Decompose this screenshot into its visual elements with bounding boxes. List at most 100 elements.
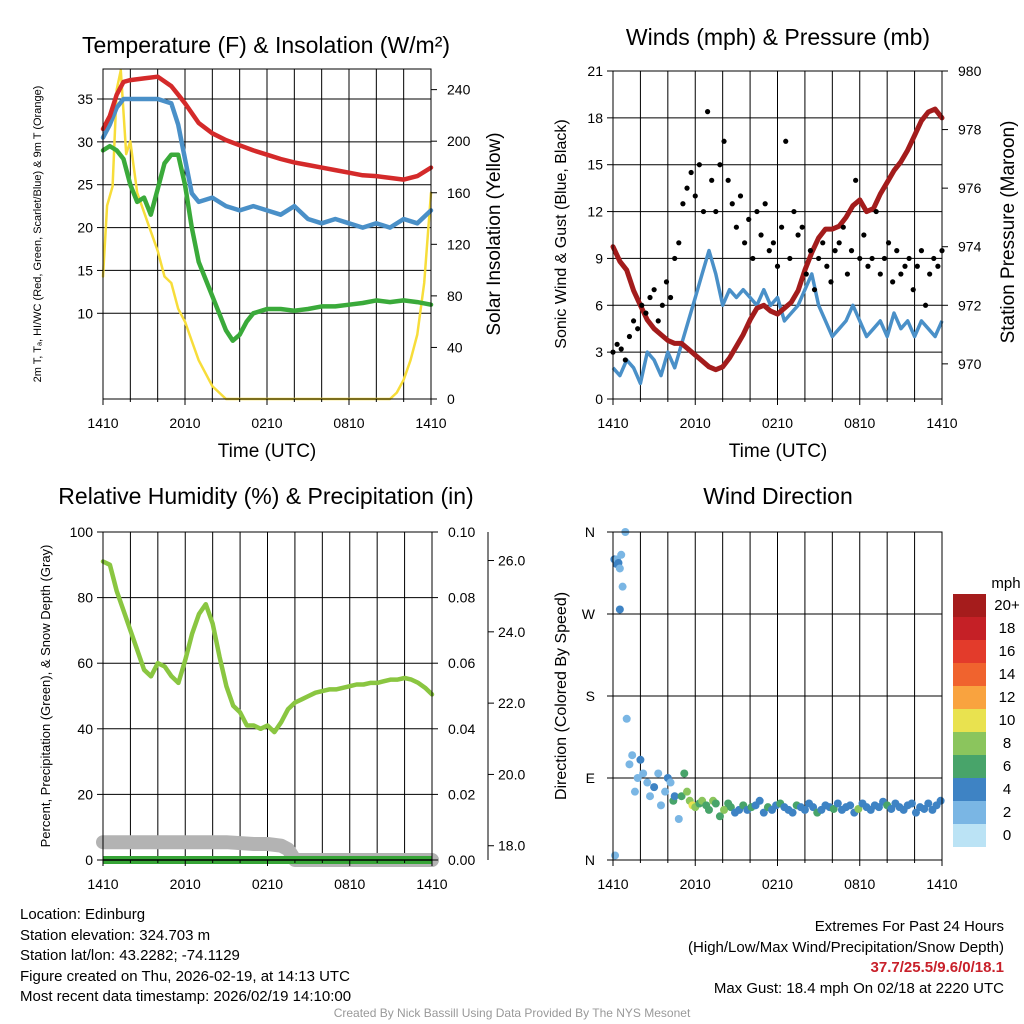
gust-point — [832, 248, 838, 254]
direction-point — [715, 812, 724, 821]
extremes-description: (High/Low/Max Wind/Precipitation/Snow De… — [688, 938, 1004, 956]
y-tick-label-left: 15 — [587, 157, 603, 173]
gust-point — [840, 224, 846, 230]
direction-point — [683, 787, 692, 796]
gust-point — [651, 287, 657, 293]
max-gust-text: Max Gust: 18.4 mph On 02/18 at 2220 UTC — [713, 979, 1004, 997]
wind-gridlines — [613, 70, 942, 400]
credit-text: Created By Nick Bassill Using Data Provi… — [333, 1006, 691, 1020]
gust-point — [894, 248, 900, 254]
station-info: Location: Edinburg Station elevation: 32… — [20, 905, 351, 1008]
gust-point — [663, 279, 670, 285]
direction-point — [615, 605, 624, 614]
temperature-gridlines — [103, 69, 431, 399]
direction-point — [639, 769, 648, 778]
gust-point — [890, 279, 896, 285]
humidity-ticks: 1410 2010 0210 0810 1410 0 20 40 60 80 100 0.00 0.02… — [70, 524, 526, 892]
gust-point — [733, 224, 739, 230]
temperature-x-label: Time (UTC) — [218, 441, 317, 462]
y-tick-label-right: 40 — [447, 339, 463, 355]
gust-point — [639, 302, 645, 308]
x-tick-label: 0210 — [762, 415, 793, 431]
x-tick-label: 0210 — [762, 876, 793, 892]
direction-point — [670, 792, 679, 801]
gust-point — [729, 201, 735, 207]
direction-legend: 20+ 18 16 14 12 10 8 6 4 2 0 — [953, 594, 1020, 847]
gust-point — [807, 248, 814, 254]
y-tick-label-right: 0.02 — [448, 786, 475, 802]
direction-point — [646, 792, 655, 801]
gust-point — [898, 271, 904, 277]
gust-point — [643, 310, 649, 316]
gust-point — [774, 263, 781, 269]
direction-point — [617, 550, 626, 559]
y-tick-label-right: 974 — [958, 239, 982, 255]
gust-point — [667, 294, 674, 301]
direction-point — [674, 815, 683, 823]
y-tick-label-left: 20 — [77, 220, 93, 236]
legend-swatch — [953, 617, 986, 640]
x-tick-label: 0810 — [333, 415, 364, 431]
direction-point — [809, 803, 818, 812]
gust-point — [754, 208, 760, 215]
legend-swatch — [953, 824, 986, 847]
direction-point — [759, 808, 768, 817]
wind-title: Winds (mph) & Pressure (mb) — [626, 24, 930, 50]
y-tick-label-right: 200 — [447, 133, 471, 149]
gust-point — [626, 333, 633, 340]
y-tick-label-right: 0.06 — [448, 655, 475, 671]
y-tick-label-left: 30 — [77, 134, 93, 150]
y-tick-label-left: 40 — [77, 721, 93, 737]
gust-point — [791, 208, 797, 215]
gust-point — [816, 255, 822, 262]
y-tick-label-left: 18 — [587, 110, 603, 126]
y-tick-label-right: 80 — [447, 288, 463, 304]
x-tick-label: 0810 — [844, 876, 875, 892]
legend-swatch — [953, 663, 986, 686]
gust-point — [721, 138, 727, 144]
series-line-2m-t — [100, 74, 434, 182]
y-tick-label-right: 0.10 — [448, 524, 475, 540]
y-tick-label-right: 0.04 — [448, 721, 475, 737]
gust-point — [935, 263, 941, 269]
recent-data-text: Most recent data timestamp: 2026/02/19 1… — [20, 988, 352, 1005]
gust-point — [869, 255, 875, 262]
y-tick-label-left: 80 — [77, 590, 93, 606]
direction-legend-title: mph — [991, 575, 1020, 592]
gust-point — [746, 216, 752, 222]
legend-swatch — [953, 594, 986, 617]
created-text: Figure created on Thu, 2026-02-19, at 14… — [20, 967, 350, 985]
legend-swatch — [953, 755, 986, 778]
y-tick-label-left: 9 — [595, 250, 603, 266]
humidity-panel: Relative Humidity (%) & Precipitation (i… — [38, 483, 525, 892]
y-tick-label-left: 10 — [77, 305, 93, 321]
legend-swatch — [953, 778, 986, 801]
y-tick-label-right: 120 — [447, 236, 471, 252]
gust-point — [680, 201, 686, 207]
gust-point — [787, 255, 793, 262]
x-tick-label: 0210 — [252, 876, 283, 892]
snow-tick-label: 26.0 — [498, 553, 525, 569]
direction-point — [622, 714, 631, 723]
gust-point — [824, 263, 830, 269]
direction-point — [829, 804, 838, 813]
x-tick-label: 1410 — [597, 415, 628, 431]
location-text: Location: Edinburg — [20, 906, 146, 923]
x-tick-label: 1410 — [926, 415, 957, 431]
gust-point — [779, 224, 785, 230]
direction-point — [887, 804, 896, 813]
gust-point — [931, 255, 937, 262]
gust-point — [770, 240, 776, 246]
gust-point — [803, 271, 809, 277]
wind-y-label-left: Sonic Wind & Gust (Blue, Black) — [553, 119, 570, 348]
temperature-panel: Temperature (F) & Insolation (W/m²) 1410… — [32, 32, 505, 462]
direction-title: Wind Direction — [703, 483, 853, 509]
gust-point — [618, 346, 624, 352]
y-tick-label-right: 978 — [958, 122, 982, 138]
direction-point — [800, 805, 809, 814]
gust-point — [659, 302, 665, 308]
snow-tick-label: 24.0 — [498, 624, 525, 640]
direction-point — [677, 792, 686, 801]
